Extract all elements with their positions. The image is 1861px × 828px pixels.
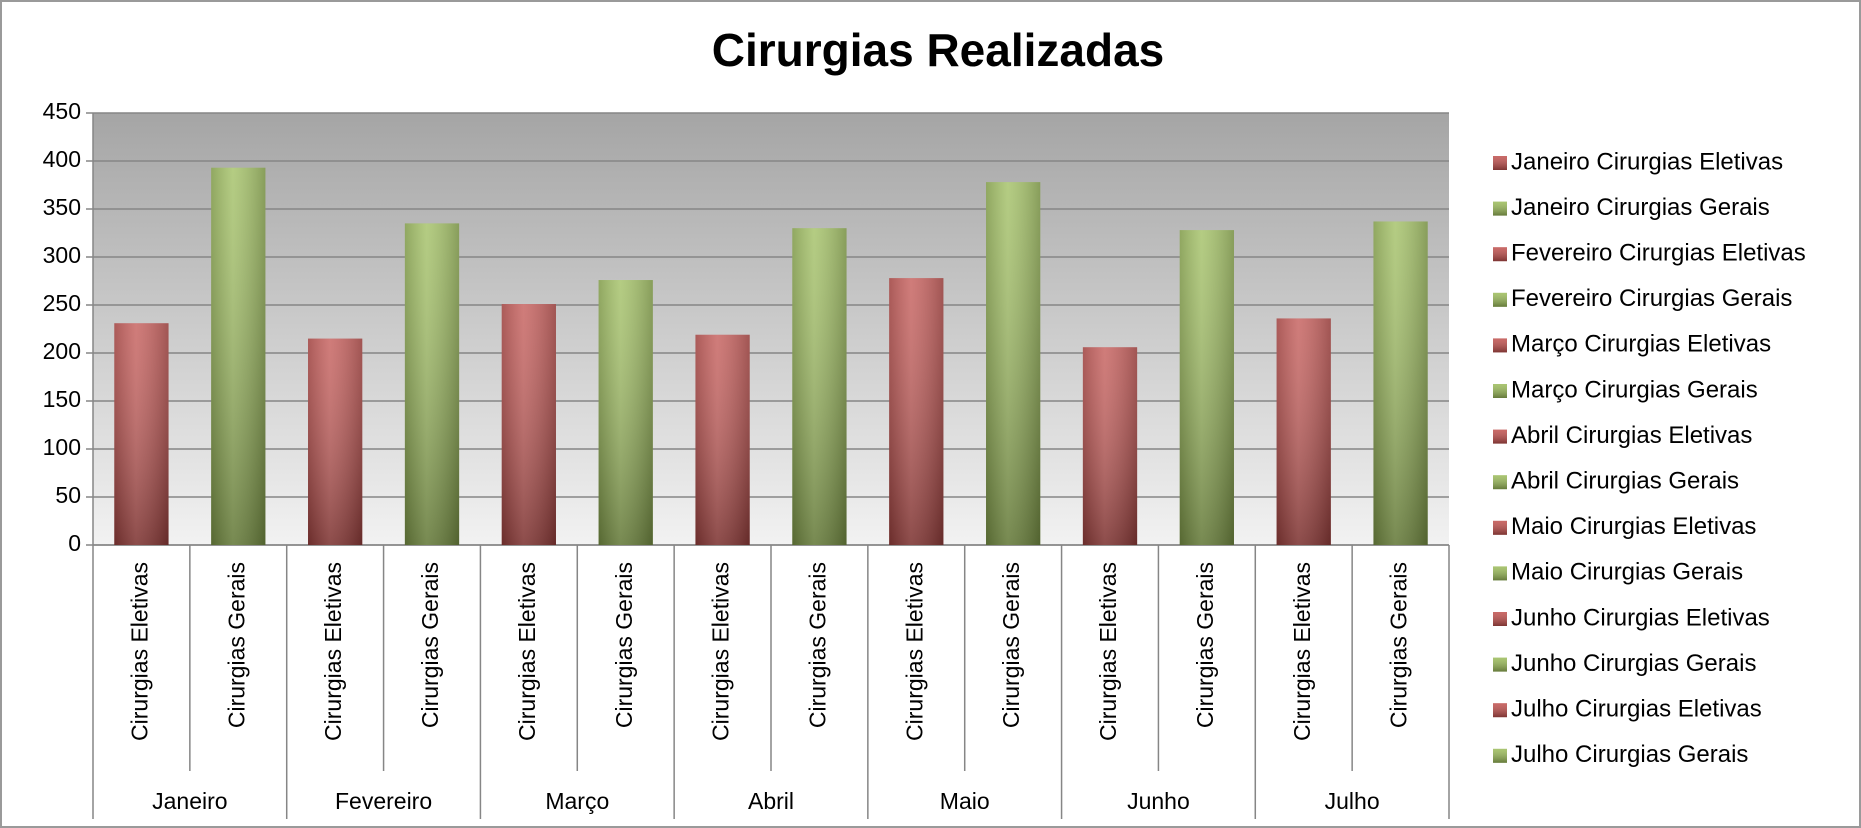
y-tick-label: 350 — [43, 194, 81, 220]
legend-label: Maio Cirurgias Eletivas — [1511, 513, 1756, 540]
y-tick-label: 400 — [43, 146, 81, 172]
group-label: Junho — [1127, 788, 1190, 814]
bar-shade — [1179, 230, 1234, 545]
legend-swatch-shade — [1493, 520, 1507, 535]
y-tick-label: 150 — [43, 386, 81, 412]
legend-label: Junho Cirurgias Gerais — [1511, 650, 1756, 677]
group-label: Março — [545, 788, 609, 814]
group-label: Maio — [940, 788, 990, 814]
legend-label: Junho Cirurgias Eletivas — [1511, 604, 1770, 631]
y-tick-label: 50 — [55, 482, 81, 508]
legend-swatch-shade — [1493, 429, 1507, 444]
x-tick-label: Cirurgias Eletivas — [1289, 562, 1315, 741]
bar-shade — [114, 323, 169, 545]
x-tick-label: Cirurgias Eletivas — [708, 562, 734, 741]
legend-swatch-shade — [1493, 338, 1507, 353]
legend-label: Março Cirurgias Eletivas — [1511, 331, 1771, 358]
legend-swatch-shade — [1493, 247, 1507, 262]
y-tick-label: 200 — [43, 338, 81, 364]
x-tick-label: Cirurgias Eletivas — [1095, 562, 1121, 741]
x-tick-label: Cirurgias Eletivas — [320, 562, 346, 741]
legend-swatch-shade — [1493, 657, 1507, 672]
legend-swatch-shade — [1493, 566, 1507, 581]
legend-label: Janeiro Cirurgias Gerais — [1511, 194, 1770, 221]
x-tick-label: Cirurgias Gerais — [417, 562, 443, 728]
bar-shade — [1082, 347, 1138, 545]
legend-swatch-shade — [1493, 612, 1507, 626]
x-tick-label: Cirurgias Gerais — [1192, 562, 1218, 728]
legend-swatch-shade — [1493, 703, 1507, 718]
bar-shade — [1276, 318, 1331, 545]
group-label: Janeiro — [152, 788, 227, 814]
y-tick-label: 100 — [43, 434, 81, 460]
x-tick-label: Cirurgias Gerais — [611, 562, 637, 728]
y-tick-label: 300 — [43, 242, 81, 268]
bar-shade — [889, 278, 944, 545]
legend-label: Maio Cirurgias Gerais — [1511, 559, 1743, 586]
bar-shade — [792, 228, 847, 545]
group-label: Julho — [1325, 788, 1380, 814]
legend-label: Julho Cirurgias Gerais — [1511, 741, 1748, 768]
bar-shade — [598, 280, 653, 545]
legend-label: Julho Cirurgias Eletivas — [1511, 696, 1762, 723]
y-tick-label: 0 — [68, 530, 81, 556]
chart-title: Cirurgias Realizadas — [712, 24, 1165, 76]
y-tick-label: 250 — [43, 290, 81, 316]
legend-swatch-shade — [1493, 292, 1507, 307]
bar-shade — [308, 338, 363, 545]
legend-swatch-shade — [1493, 748, 1507, 763]
legend-label: Abril Cirurgias Gerais — [1511, 468, 1739, 495]
plot-area — [93, 113, 1449, 545]
x-tick-label: Cirurgias Gerais — [998, 562, 1024, 728]
y-tick-label: 450 — [43, 98, 81, 124]
legend-label: Março Cirurgias Gerais — [1511, 376, 1758, 403]
bar-shade — [695, 334, 750, 545]
legend-label: Fevereiro Cirurgias Gerais — [1511, 285, 1792, 312]
legend-swatch-shade — [1493, 156, 1507, 170]
bar-shade — [501, 304, 556, 545]
group-label: Fevereiro — [335, 788, 432, 814]
x-tick-label: Cirurgias Eletivas — [514, 562, 540, 741]
group-label: Abril — [748, 788, 794, 814]
x-tick-label: Cirurgias Eletivas — [127, 562, 153, 741]
legend-label: Fevereiro Cirurgias Eletivas — [1511, 240, 1806, 267]
bar-shade — [1373, 221, 1428, 546]
x-tick-label: Cirurgias Eletivas — [901, 562, 927, 741]
bar-shade — [986, 182, 1041, 545]
legend-swatch-shade — [1493, 475, 1507, 490]
x-tick-label: Cirurgias Gerais — [805, 562, 831, 728]
x-tick-label: Cirurgias Gerais — [1386, 562, 1412, 728]
bar-shade — [404, 223, 460, 545]
legend-swatch-shade — [1493, 201, 1507, 216]
legend-swatch-shade — [1493, 384, 1507, 398]
x-tick-label: Cirurgias Gerais — [223, 562, 249, 728]
bar-shade — [211, 167, 266, 545]
legend-label: Abril Cirurgias Eletivas — [1511, 422, 1752, 449]
legend-label: Janeiro Cirurgias Eletivas — [1511, 148, 1783, 175]
